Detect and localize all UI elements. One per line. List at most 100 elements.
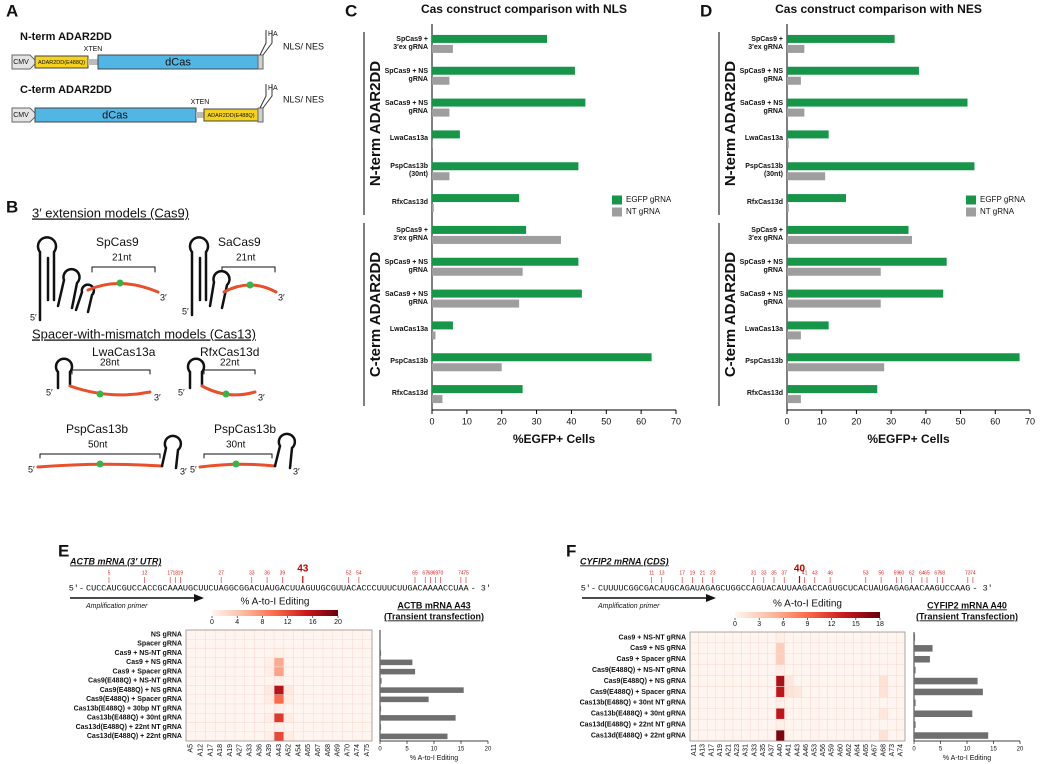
heatmap-cell: [767, 653, 777, 665]
heatmap-cell: [293, 694, 304, 705]
construct-n-term: N-term ADAR2DD CMV ADAR2DD(E488Q) XTEN d…: [11, 30, 324, 70]
column-label: A53: [812, 744, 819, 757]
heatmap-cell: [784, 729, 794, 742]
heatmap-cell: [706, 708, 717, 720]
heatmap-cell: [724, 631, 734, 644]
tag-line: [262, 84, 273, 109]
bar-title: (Transient transfection): [384, 611, 484, 621]
heatmap-cell: [254, 685, 265, 695]
heatmap-cell: [870, 686, 880, 698]
bar: [432, 204, 434, 213]
heatmap-cell: [303, 722, 314, 732]
position-label: 46: [827, 570, 833, 576]
heatmap-cell: [264, 731, 275, 742]
heatmap-cell: [322, 685, 334, 695]
heatmap-cell: [205, 703, 216, 714]
heatmap-cell: [185, 676, 197, 686]
heatmap-cell: [844, 686, 854, 698]
heatmap-cell: [352, 639, 363, 649]
heatmap-cell: [827, 697, 837, 709]
heatmap-cell: [352, 722, 363, 732]
heatmap-cell: [689, 664, 699, 676]
column-label: A31: [743, 744, 750, 757]
position-label: 59: [894, 570, 900, 576]
heatmap-cell: [361, 666, 373, 677]
heatmap-cell: [887, 697, 897, 709]
row-label: Cas9 + NS gRNA: [630, 645, 686, 652]
heatmap-cell: [801, 664, 811, 676]
heatmap-cell: [844, 697, 854, 709]
bar: [432, 76, 450, 85]
heatmap-cell: [264, 657, 275, 668]
heatmap-cell: [861, 708, 871, 720]
heatmap-cell: [689, 718, 699, 731]
heatmap-cell: [758, 718, 768, 731]
legend-label: EGFP gRNA: [626, 195, 672, 204]
label-box: SpCas9 + NS gRNA: [385, 68, 428, 83]
heatmap-cell: [827, 686, 837, 698]
bracket: [203, 369, 256, 375]
heatmap-cell: [870, 697, 880, 709]
heatmap-cell: [303, 703, 314, 714]
bar: [787, 331, 801, 340]
heatmap-cell: [767, 686, 777, 698]
position-label: 62: [909, 570, 915, 576]
heatmap-cell: [224, 648, 236, 658]
position-label: 18: [172, 570, 178, 576]
bar-title: CYFIP2 mRNA A40: [927, 600, 1007, 610]
heatmap-cell: [254, 722, 265, 732]
column-label: A73: [889, 744, 896, 757]
heatmap-cell: [706, 642, 717, 655]
tag-line: [259, 84, 267, 109]
y-tick-label: SaCas9 + NS gRNA: [740, 290, 783, 306]
heatmap-cell: [332, 657, 343, 668]
heatmap-cell: [185, 666, 197, 677]
label-box: LwaCas13a: [745, 326, 783, 333]
column-label: A74: [898, 744, 905, 757]
heatmap-cell: [361, 657, 373, 668]
heatmap-cell: [215, 648, 226, 658]
row-label: Cas9 + NS-NT gRNA: [115, 650, 182, 657]
construct-title: N-term ADAR2DD: [20, 31, 112, 43]
bar: [787, 108, 805, 117]
heatmap-cell: [283, 639, 294, 649]
heatmap-cell: [205, 731, 216, 742]
heatmap-cell: [698, 708, 708, 720]
heatmap-cell: [352, 685, 363, 695]
heatmap-cell: [732, 664, 742, 676]
heatmap-cell: [861, 718, 871, 731]
colorbar-tick-label: 12: [828, 621, 836, 628]
position-label: 5: [108, 570, 111, 576]
heatmap-cell: [283, 685, 294, 695]
bar: [787, 225, 909, 234]
label-box: LwaCas13a: [745, 135, 783, 142]
heatmap-cell: [767, 697, 777, 709]
hairpin: [160, 434, 183, 470]
heatmap-cell: [715, 653, 725, 665]
heatmap-cell: [827, 708, 837, 720]
position-label: 65: [924, 570, 930, 576]
end-label: 3′: [258, 392, 265, 402]
column-label: A35: [760, 744, 767, 757]
heatmap-cell: [361, 731, 373, 742]
column-label: A33: [246, 744, 253, 757]
heatmap-cell: [878, 686, 889, 698]
x-tick-label: 40: [921, 416, 931, 426]
heatmap-cell: [254, 648, 265, 658]
y-tick-label: RfxCas13d: [391, 199, 428, 207]
y-tick-label: RfxCas13d: [391, 390, 428, 398]
column-label: A46: [803, 744, 810, 757]
heatmap-cell: [313, 657, 324, 668]
heatmap-cell: [896, 664, 906, 676]
heatmap-cell: [689, 729, 699, 742]
heatmap-cell: [732, 697, 742, 709]
heatmap-cell: [342, 648, 353, 658]
position-label: 37: [781, 570, 787, 576]
heatmap-cell: [749, 686, 760, 698]
heatmap-cell: [322, 731, 334, 742]
heatmap-cell: [293, 731, 304, 742]
bar: [787, 44, 805, 53]
heatmap-cell: [352, 629, 363, 640]
heatmap-cell: [844, 631, 854, 644]
heatmap-cell: [896, 631, 906, 644]
